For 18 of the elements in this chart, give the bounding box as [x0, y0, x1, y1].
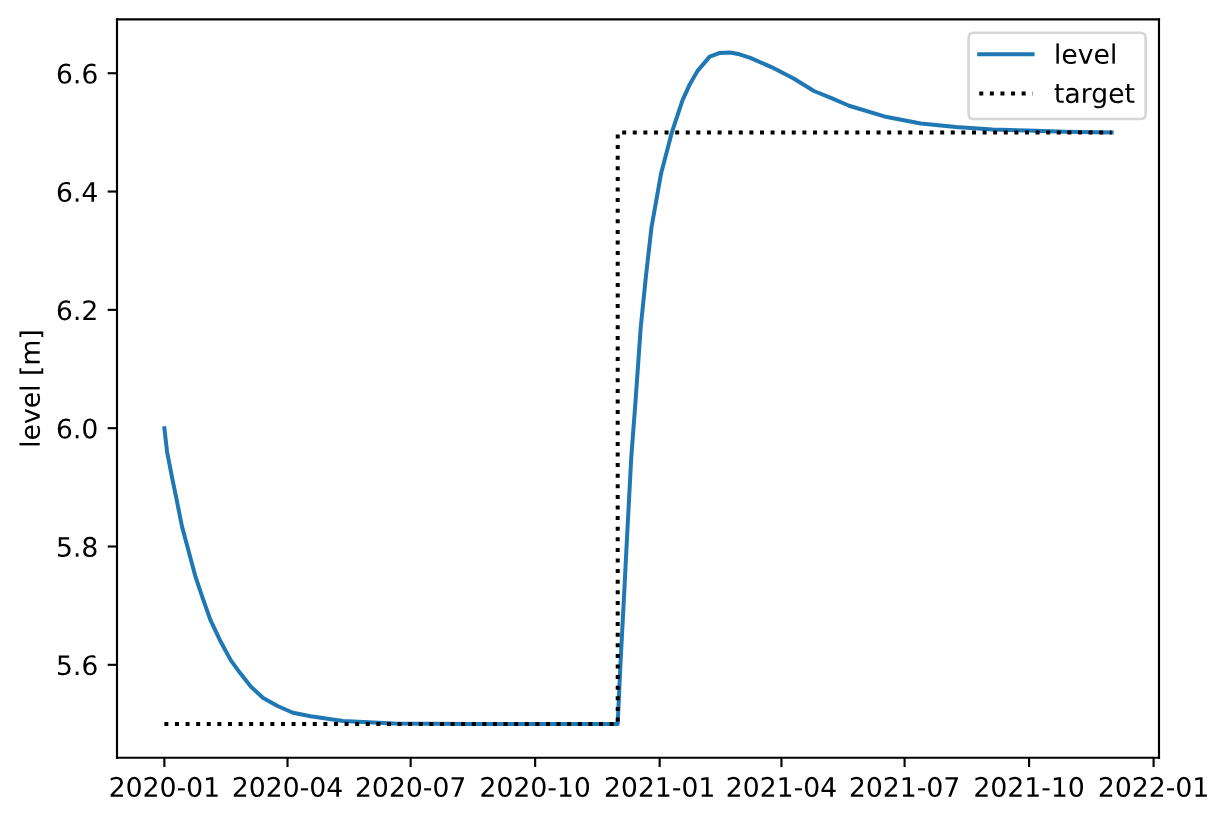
y-tick-label: 5.6: [57, 655, 97, 676]
x-tick-label: 2020-07: [356, 776, 465, 798]
y-tick-label: 5.8: [57, 536, 97, 558]
y-tick-label: 6.4: [57, 181, 97, 203]
legend-label: level: [1056, 43, 1115, 65]
x-tick-label: 2020-10: [481, 776, 590, 798]
x-tick-label: 2021-04: [727, 776, 836, 798]
x-tick-label: 2020-04: [233, 776, 342, 798]
y-axis-title: level [m]: [19, 331, 44, 446]
y-tick-label: 6.2: [57, 300, 96, 321]
y-tick-label: 6.0: [57, 418, 97, 439]
x-tick-label: 2021-07: [850, 776, 959, 798]
x-tick-label: 2021-01: [605, 776, 713, 798]
x-tick-label: 2020-01: [110, 776, 218, 798]
y-tick-label: 6.6: [57, 63, 97, 84]
legend-label: target: [1054, 84, 1135, 109]
x-tick-label: 2021-10: [975, 776, 1084, 798]
x-tick-label: 2022-01: [1099, 776, 1207, 798]
